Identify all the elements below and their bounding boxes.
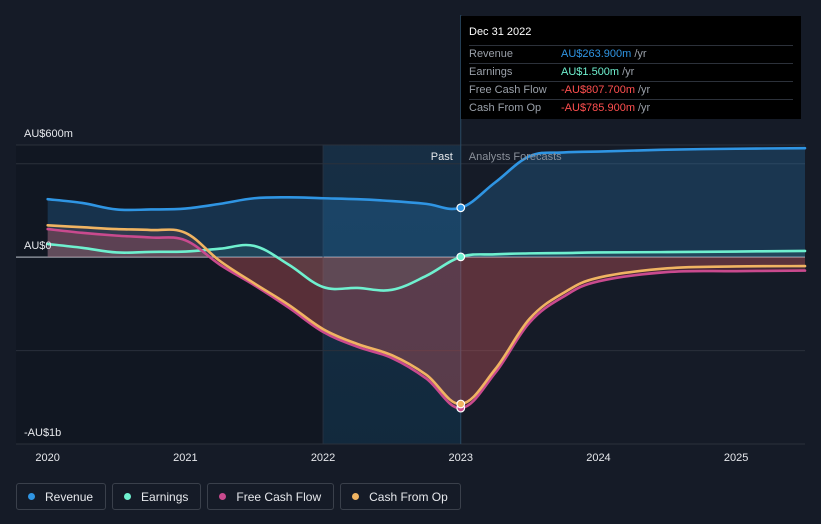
tooltip-unit: /yr bbox=[634, 48, 647, 60]
x-tick-label: 2022 bbox=[311, 452, 335, 464]
marker-earnings bbox=[456, 252, 466, 262]
tooltip-row-revenue: Revenue AU$263.900m /yr bbox=[469, 46, 793, 64]
tooltip-row-cash-from-op: Cash From Op -AU$785.900m /yr bbox=[469, 100, 793, 117]
x-tick-label: 2024 bbox=[586, 452, 610, 464]
tooltip-label: Free Cash Flow bbox=[469, 84, 547, 96]
legend: Revenue Earnings Free Cash Flow Cash Fro… bbox=[16, 483, 461, 510]
highlight-band bbox=[323, 145, 461, 444]
legend-label: Earnings bbox=[141, 489, 189, 504]
past-label: Past bbox=[431, 151, 453, 163]
x-tick-label: 2025 bbox=[724, 452, 748, 464]
line-free-cash-flow bbox=[46, 227, 807, 410]
forecast-label: Analysts Forecasts bbox=[469, 151, 562, 163]
x-tick-label: 2023 bbox=[449, 452, 473, 464]
legend-dot-icon bbox=[124, 493, 132, 500]
area-earnings bbox=[47, 244, 805, 291]
legend-dot-icon bbox=[219, 493, 227, 500]
tooltip-unit: /yr bbox=[622, 66, 635, 78]
marker-cash-from-op bbox=[456, 399, 466, 409]
marker-revenue bbox=[456, 203, 466, 213]
x-tick-label: 2020 bbox=[35, 452, 59, 464]
tooltip-value: -AU$785.900m bbox=[561, 102, 635, 114]
legend-dot-icon bbox=[352, 493, 360, 500]
tooltip-row-earnings: Earnings AU$1.500m /yr bbox=[469, 64, 793, 82]
legend-label: Free Cash Flow bbox=[236, 489, 322, 504]
line-cash-from-op bbox=[46, 224, 807, 406]
tooltip-value: AU$1.500m bbox=[561, 66, 620, 78]
y-tick-label: AU$600m bbox=[24, 128, 73, 140]
area-revenue bbox=[47, 148, 805, 258]
tooltip-label: Earnings bbox=[469, 66, 513, 78]
legend-item-cash-from-op[interactable]: Cash From Op bbox=[340, 483, 461, 510]
tooltip: Dec 31 2022 Revenue AU$263.900m /yr Earn… bbox=[461, 16, 801, 119]
y-tick-label: -AU$1b bbox=[24, 427, 61, 439]
legend-item-free-cash-flow[interactable]: Free Cash Flow bbox=[207, 483, 335, 510]
line-revenue bbox=[46, 146, 807, 212]
tooltip-label: Cash From Op bbox=[469, 102, 542, 114]
tooltip-row-free-cash-flow: Free Cash Flow -AU$807.700m /yr bbox=[469, 82, 793, 100]
x-tick-label: 2021 bbox=[173, 452, 197, 464]
legend-label: Revenue bbox=[45, 489, 94, 504]
legend-label: Cash From Op bbox=[369, 489, 448, 504]
tooltip-unit: /yr bbox=[638, 84, 651, 96]
area-cash-from-op bbox=[47, 225, 805, 405]
tooltip-value: -AU$807.700m bbox=[561, 84, 635, 96]
tooltip-unit: /yr bbox=[638, 102, 651, 114]
legend-item-revenue[interactable]: Revenue bbox=[16, 483, 107, 510]
legend-dot-icon bbox=[28, 493, 35, 500]
legend-item-earnings[interactable]: Earnings bbox=[112, 483, 202, 510]
y-tick-label: AU$0 bbox=[24, 240, 52, 252]
tooltip-date: Dec 31 2022 bbox=[469, 24, 793, 46]
tooltip-value: AU$263.900m bbox=[561, 48, 632, 60]
tooltip-label: Revenue bbox=[469, 48, 514, 60]
line-earnings bbox=[46, 242, 807, 292]
